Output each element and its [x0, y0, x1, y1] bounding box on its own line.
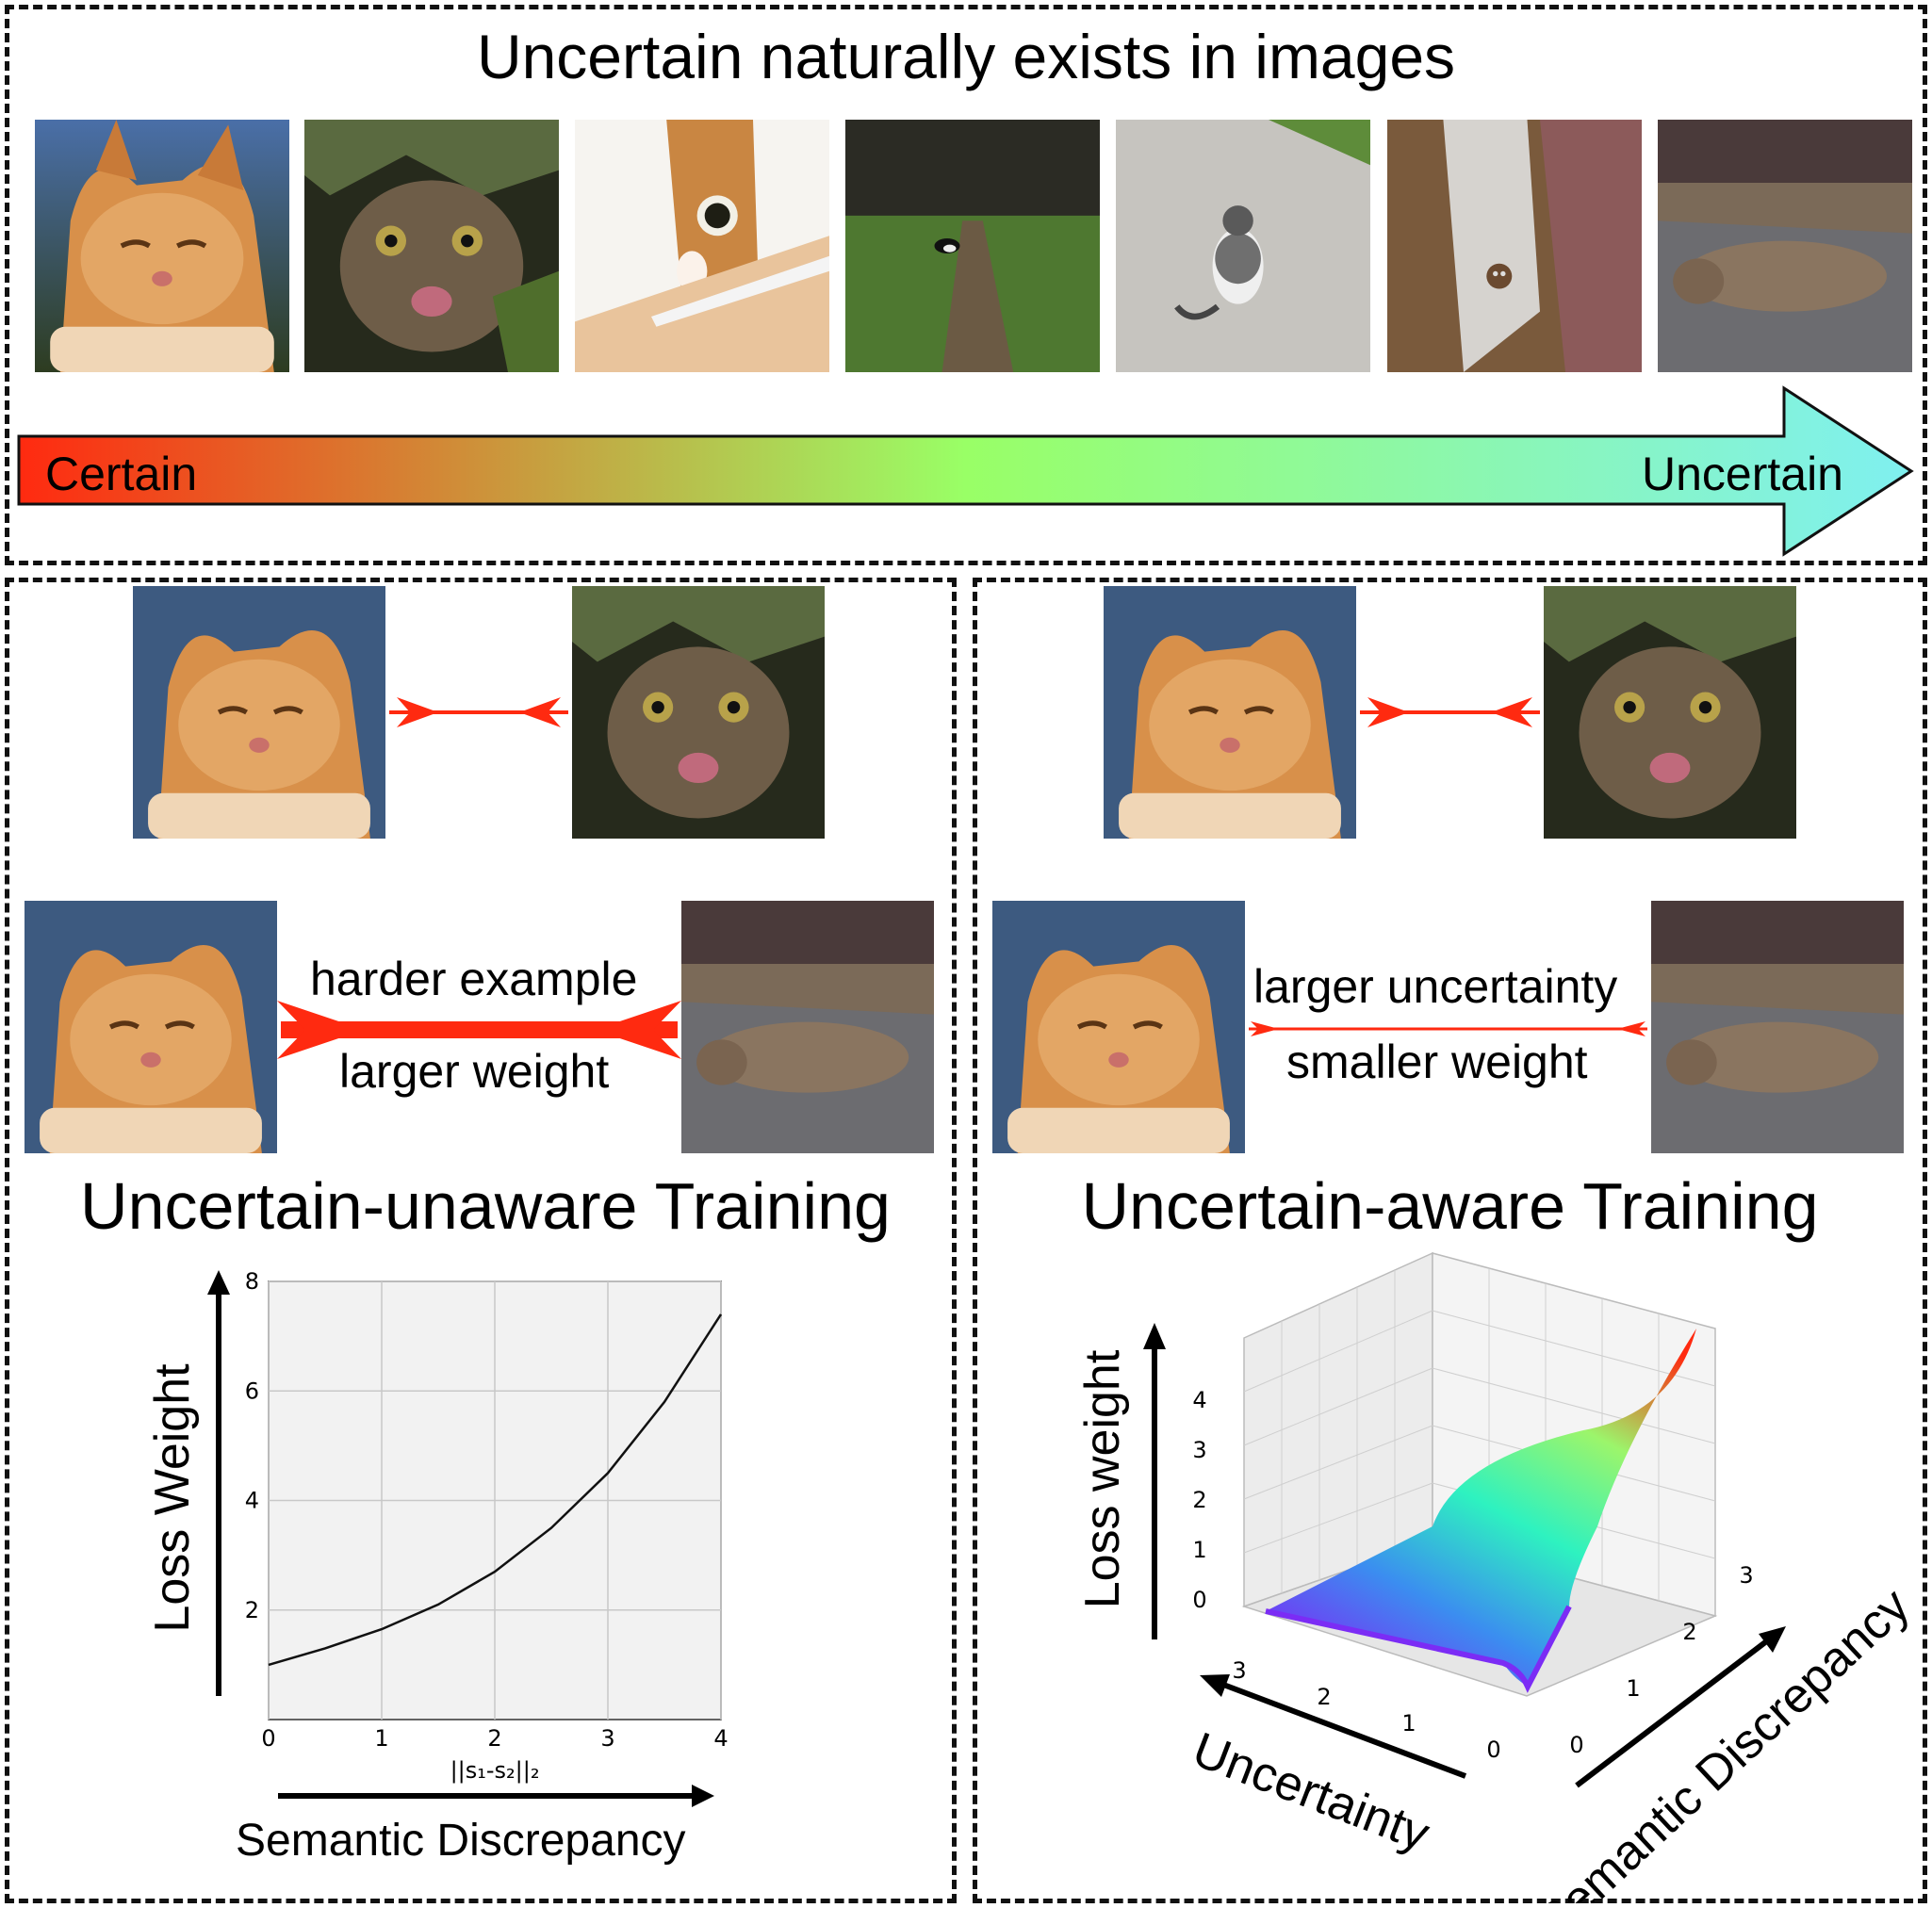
uncertainty-arrow — [1217, 1680, 1467, 1779]
left-pull-arrow-thick — [277, 1001, 681, 1059]
photo-brown-tabby — [304, 120, 559, 372]
x-tick-label: 3 — [600, 1725, 614, 1752]
x-direction-arrowhead — [692, 1785, 714, 1807]
discrepancy-tick-label: 0 — [1569, 1732, 1583, 1758]
top-panel — [5, 5, 1927, 565]
series-line — [268, 1313, 723, 1667]
z-tick-label: 4 — [1192, 1387, 1206, 1413]
left-chart-xlabel-caption: Semantic Discrepancy — [236, 1816, 686, 1866]
right-heading: Uncertain-aware Training — [1081, 1169, 1819, 1243]
surface-edge — [1265, 1605, 1572, 1693]
left-positive-photo — [572, 586, 825, 839]
z-tick-label: 1 — [1192, 1537, 1206, 1563]
pane-grid-line — [1432, 1367, 1716, 1444]
z-tick-label: 2 — [1192, 1487, 1206, 1513]
right-pull-arrow-thin — [1249, 1021, 1647, 1036]
y-tick-label: 2 — [245, 1597, 259, 1623]
left-label-harder-example: harder example — [310, 953, 638, 1005]
y-axis-label: Loss Weight — [145, 1363, 200, 1633]
discrepancy-arrow — [1575, 1637, 1771, 1788]
photo-cat-lying — [1658, 120, 1912, 372]
pane-grid-line — [1243, 1367, 1433, 1446]
right-pull-arrow-top — [1360, 697, 1540, 727]
left-label-larger-weight: larger weight — [339, 1045, 610, 1098]
discrepancy-tick-label: 1 — [1626, 1675, 1640, 1702]
uncertainty-axis-label: Uncertainty — [1186, 1722, 1436, 1862]
z-axis-label: Loss weight — [1075, 1349, 1130, 1608]
certainty-scale-arrow — [17, 385, 1914, 557]
discrepancy-tick-label: 3 — [1739, 1562, 1753, 1589]
left-anchor-photo-2 — [25, 901, 277, 1153]
right-label-smaller-weight: smaller weight — [1286, 1036, 1588, 1088]
pane-grid-line — [1243, 1310, 1433, 1393]
right-anchor-photo-2 — [992, 901, 1245, 1153]
right-uncertain-photo — [1651, 901, 1904, 1153]
loss-weight-line-chart: 0 1 2 3 4 2 4 6 8 ||s₁-s₂||₂ Loss Weight — [145, 1268, 729, 1807]
left-pull-arrow-top — [389, 697, 568, 727]
photo-cat-on-path — [845, 120, 1100, 372]
x-axis-label: ||s₁-s₂||₂ — [450, 1757, 540, 1784]
surface — [1266, 1329, 1696, 1687]
x-tick-label: 0 — [261, 1725, 275, 1752]
left-hard-photo — [681, 901, 934, 1153]
z-tick-label: 0 — [1192, 1587, 1206, 1613]
left-heading: Uncertain-unaware Training — [80, 1169, 891, 1243]
z-direction-arrowhead — [1143, 1323, 1166, 1349]
pane-grid-line — [1432, 1310, 1716, 1387]
photo-cat-in-corner — [1387, 120, 1642, 372]
scale-label-uncertain: Uncertain — [1642, 448, 1843, 500]
y-tick-label: 4 — [245, 1488, 259, 1514]
uncertainty-arrowhead — [1200, 1674, 1230, 1697]
right-panel — [973, 578, 1927, 1903]
pane-grid-line — [1243, 1482, 1433, 1554]
pane-grid-line — [1243, 1425, 1433, 1500]
x-tick-label: 4 — [713, 1725, 728, 1752]
y-direction-arrowhead — [207, 1270, 230, 1295]
y-tick-label: 8 — [245, 1268, 259, 1295]
right-label-larger-uncertainty: larger uncertainty — [1253, 960, 1618, 1013]
photo-calico-box — [575, 120, 829, 372]
top-title: Uncertain naturally exists in images — [476, 22, 1456, 91]
x-tick-label: 2 — [487, 1725, 501, 1752]
x-tick-label: 1 — [374, 1725, 388, 1752]
right-anchor-photo — [1104, 586, 1356, 839]
left-anchor-photo — [133, 586, 385, 839]
discrepancy-tick-label: 2 — [1682, 1619, 1696, 1645]
uncertainty-tick-label: 0 — [1486, 1737, 1500, 1763]
left-panel — [5, 578, 957, 1903]
uncertainty-tick-label: 3 — [1232, 1657, 1246, 1684]
discrepancy-arrowhead — [1759, 1626, 1786, 1653]
z-tick-label: 3 — [1192, 1437, 1206, 1463]
photo-cat-on-pavement — [1116, 120, 1370, 372]
photo-orange-tabby — [35, 120, 289, 372]
y-tick-label: 6 — [245, 1378, 259, 1404]
uncertainty-tick-label: 2 — [1317, 1684, 1331, 1710]
uncertainty-tick-label: 1 — [1401, 1710, 1416, 1737]
right-positive-photo — [1544, 586, 1796, 839]
scale-label-certain: Certain — [45, 448, 198, 500]
